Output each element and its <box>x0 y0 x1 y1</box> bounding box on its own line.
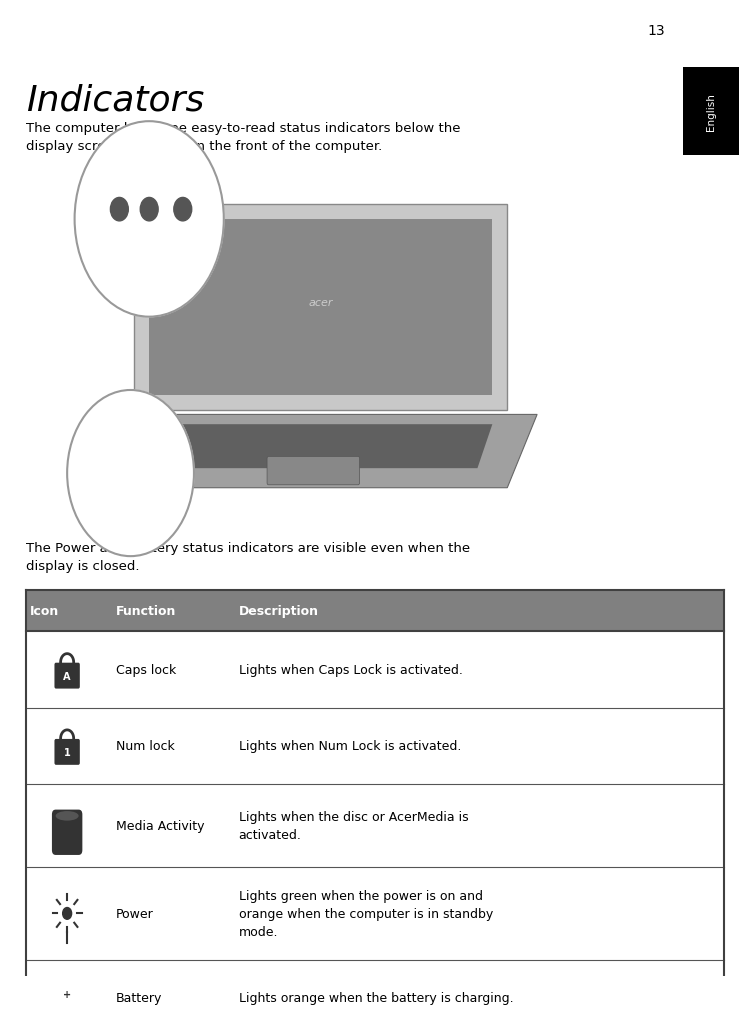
Text: Function: Function <box>116 605 176 618</box>
Polygon shape <box>149 425 492 469</box>
FancyBboxPatch shape <box>26 708 724 785</box>
Text: +: + <box>63 989 71 999</box>
FancyBboxPatch shape <box>54 739 80 765</box>
FancyBboxPatch shape <box>52 810 82 855</box>
Circle shape <box>67 390 194 557</box>
FancyBboxPatch shape <box>26 959 724 1011</box>
Text: 1: 1 <box>63 747 71 757</box>
Text: Num lock: Num lock <box>116 739 175 752</box>
Circle shape <box>110 198 128 221</box>
Text: Lights green when the power is on and
orange when the computer is in standby
mod: Lights green when the power is on and or… <box>239 889 493 938</box>
Circle shape <box>63 908 72 919</box>
Text: Icon: Icon <box>30 605 59 618</box>
FancyBboxPatch shape <box>26 785 724 867</box>
Text: Battery: Battery <box>116 992 162 1005</box>
Text: English: English <box>706 93 715 131</box>
Circle shape <box>140 198 158 221</box>
Text: Lights when the disc or AcerMedia is
activated.: Lights when the disc or AcerMedia is act… <box>239 810 468 841</box>
Text: 13: 13 <box>648 24 665 38</box>
Text: The computer has three easy-to-read status indicators below the
display screen, : The computer has three easy-to-read stat… <box>26 122 460 153</box>
Text: Caps lock: Caps lock <box>116 663 176 676</box>
FancyBboxPatch shape <box>26 590 724 632</box>
Text: Description: Description <box>239 605 319 618</box>
Text: Media Activity: Media Activity <box>116 819 204 832</box>
Text: A: A <box>63 671 71 681</box>
Text: Lights when Num Lock is activated.: Lights when Num Lock is activated. <box>239 739 461 752</box>
Circle shape <box>174 198 192 221</box>
Text: Power: Power <box>116 907 154 920</box>
FancyBboxPatch shape <box>62 978 72 983</box>
Text: Lights orange when the battery is charging.: Lights orange when the battery is chargi… <box>239 992 513 1005</box>
Text: -: - <box>65 1005 69 1011</box>
Ellipse shape <box>56 811 78 821</box>
FancyBboxPatch shape <box>683 69 739 157</box>
FancyBboxPatch shape <box>267 457 360 485</box>
Polygon shape <box>149 219 492 395</box>
FancyBboxPatch shape <box>26 632 724 708</box>
Text: The Power and Battery status indicators are visible even when the
display is clo: The Power and Battery status indicators … <box>26 542 470 573</box>
Polygon shape <box>134 205 507 410</box>
FancyBboxPatch shape <box>26 867 724 959</box>
Text: Indicators: Indicators <box>26 83 204 117</box>
Circle shape <box>75 122 224 317</box>
FancyBboxPatch shape <box>54 663 80 688</box>
Text: acer: acer <box>309 297 333 307</box>
Text: Lights when Caps Lock is activated.: Lights when Caps Lock is activated. <box>239 663 463 676</box>
Polygon shape <box>104 415 537 488</box>
